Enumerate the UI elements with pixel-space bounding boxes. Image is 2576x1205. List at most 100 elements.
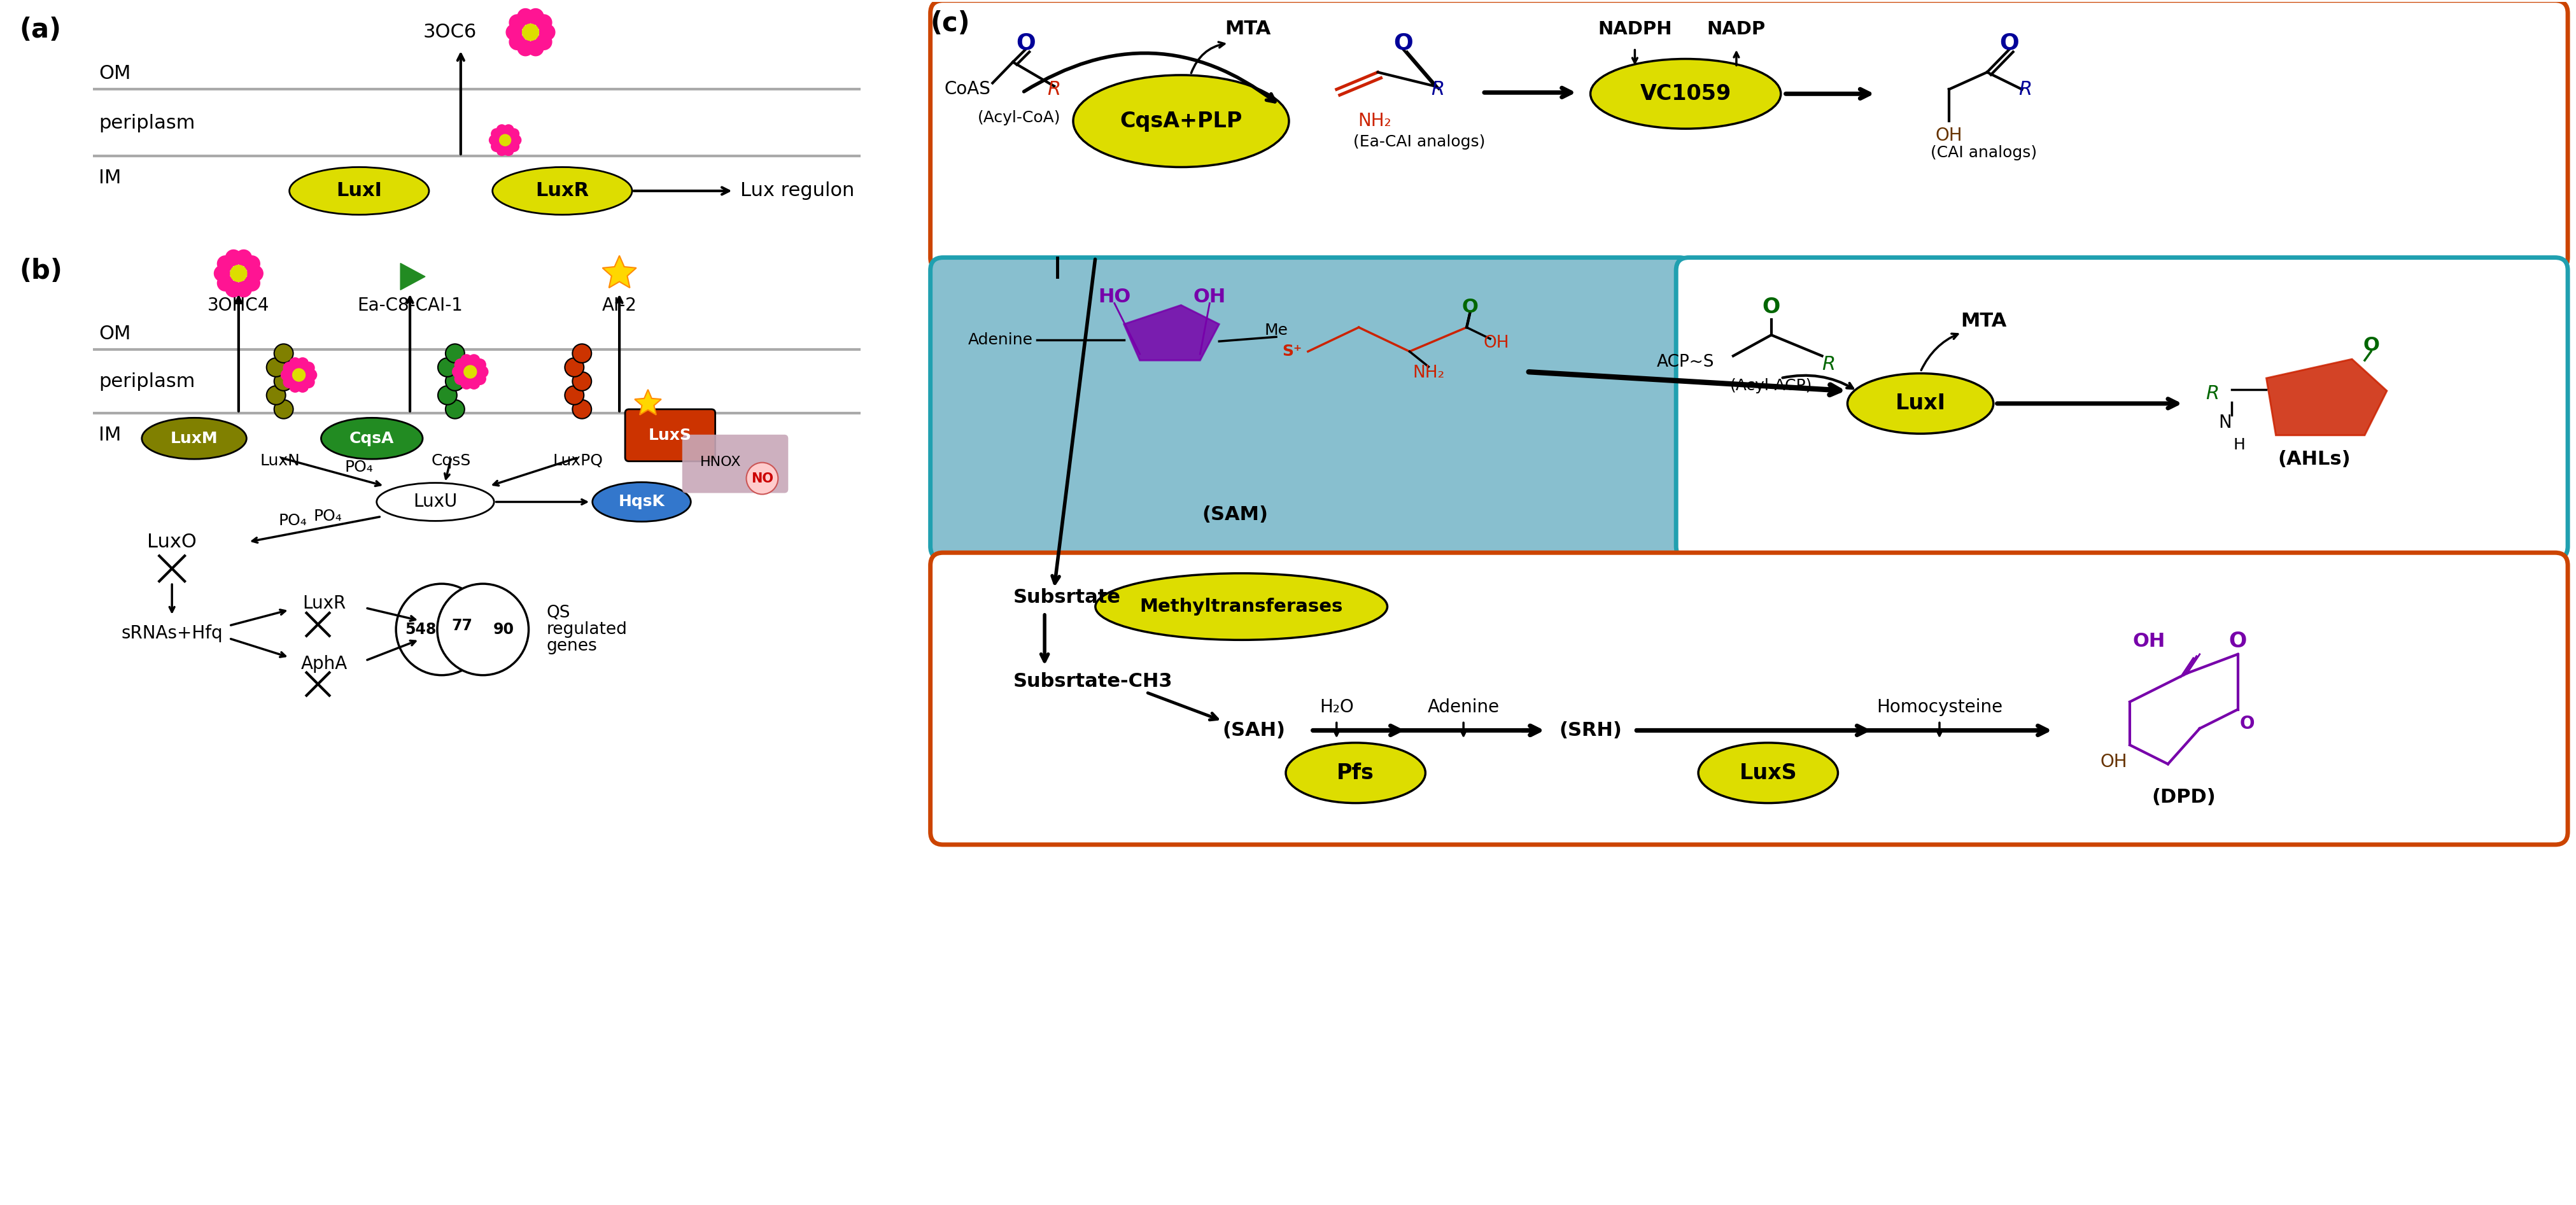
Ellipse shape [265,386,286,405]
Polygon shape [2267,359,2385,435]
FancyBboxPatch shape [626,410,716,462]
Ellipse shape [273,372,294,390]
Ellipse shape [1589,59,1780,129]
Text: OH: OH [1193,288,1226,306]
Ellipse shape [1095,574,1386,640]
Text: CqsS: CqsS [430,453,471,469]
Polygon shape [634,389,662,415]
Text: Homocysteine: Homocysteine [1875,698,2002,716]
Text: MTA: MTA [1224,19,1270,39]
Text: 3OC6: 3OC6 [422,23,477,41]
Circle shape [397,583,487,675]
Ellipse shape [572,343,592,363]
Polygon shape [1123,305,1218,360]
Circle shape [469,354,479,366]
Text: IM: IM [98,169,121,188]
Text: S⁺: S⁺ [1283,343,1301,359]
Circle shape [502,146,513,155]
Circle shape [497,146,507,155]
Ellipse shape [265,358,286,377]
Text: H₂O: H₂O [1319,698,1352,716]
Text: (CAI analogs): (CAI analogs) [1929,145,2038,160]
Text: (SRH): (SRH) [1558,721,1620,740]
Text: Ea-C8-CAI-1: Ea-C8-CAI-1 [358,296,464,315]
Text: (b): (b) [21,258,62,284]
Text: (DPD): (DPD) [2151,788,2215,806]
Circle shape [518,40,533,55]
Circle shape [281,369,294,381]
Polygon shape [399,263,425,290]
Circle shape [296,358,309,369]
Circle shape [505,24,523,40]
Text: R: R [1821,355,1834,374]
Circle shape [237,281,252,296]
Text: NADPH: NADPH [1597,20,1672,39]
Ellipse shape [273,343,294,363]
Text: R: R [1432,80,1445,99]
Text: PO₄: PO₄ [278,513,307,529]
Text: O: O [1999,33,2020,54]
Text: (Acyl-ACP): (Acyl-ACP) [1728,378,1811,393]
Polygon shape [603,255,636,288]
Text: LuxM: LuxM [170,431,219,446]
Text: O: O [2228,631,2246,652]
Circle shape [245,275,260,292]
Text: (c): (c) [930,10,971,37]
Text: OH: OH [2099,753,2128,771]
Ellipse shape [142,418,247,459]
Text: CqsA: CqsA [350,431,394,446]
Text: OM: OM [98,64,131,83]
Circle shape [229,265,247,282]
Circle shape [453,359,466,370]
Ellipse shape [1285,742,1425,803]
Circle shape [453,374,466,384]
Text: LuxI: LuxI [1896,393,1945,415]
Text: CoAS: CoAS [943,81,989,99]
Text: N: N [2218,413,2231,431]
Circle shape [507,141,518,152]
Circle shape [283,362,294,374]
Ellipse shape [564,386,585,405]
Text: HqsK: HqsK [618,494,665,510]
Circle shape [528,40,544,55]
Text: R: R [2017,80,2032,99]
Circle shape [523,24,538,41]
Circle shape [510,14,526,30]
Text: LuxS: LuxS [1739,763,1795,783]
Text: (AHLs): (AHLs) [2277,451,2349,469]
Circle shape [538,24,554,40]
Circle shape [289,381,301,392]
Circle shape [510,34,526,49]
Ellipse shape [438,386,456,405]
Circle shape [304,376,314,388]
Text: (Ea-CAI analogs): (Ea-CAI analogs) [1352,135,1484,149]
Text: regulated: regulated [546,622,626,637]
FancyBboxPatch shape [683,435,788,493]
FancyBboxPatch shape [930,0,2568,270]
Circle shape [502,124,513,135]
Text: PO₄: PO₄ [314,509,343,524]
Text: QS: QS [546,605,569,622]
Circle shape [492,129,502,139]
Text: PO₄: PO₄ [345,459,374,475]
Text: (Acyl-CoA): (Acyl-CoA) [976,111,1061,125]
Ellipse shape [592,482,690,522]
Ellipse shape [564,358,585,377]
Circle shape [477,366,487,377]
Circle shape [500,135,510,146]
Text: NH₂: NH₂ [1358,112,1391,130]
FancyBboxPatch shape [1674,258,2568,559]
Text: Adenine: Adenine [969,333,1033,348]
Circle shape [296,381,309,392]
Text: AphA: AphA [301,654,348,672]
Ellipse shape [1074,75,1288,167]
Text: O: O [1394,33,1412,54]
Circle shape [461,377,471,389]
Text: genes: genes [546,637,598,654]
Ellipse shape [446,400,464,418]
Text: OM: OM [98,324,131,343]
Text: OH: OH [2133,633,2164,651]
Ellipse shape [492,167,631,214]
Circle shape [497,124,507,135]
Text: 77: 77 [451,618,471,634]
